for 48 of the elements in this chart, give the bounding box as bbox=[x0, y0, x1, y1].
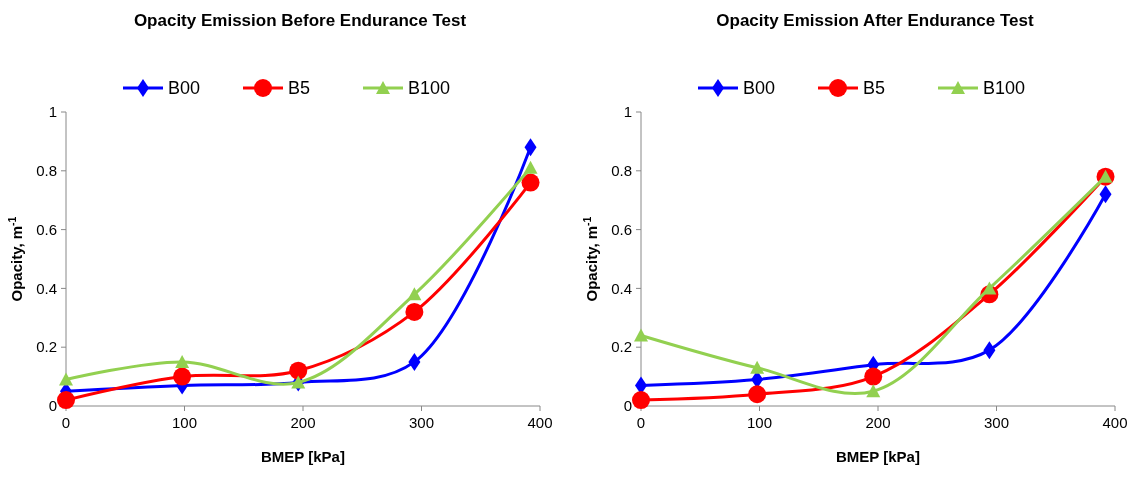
y-tick-label: 1 bbox=[48, 103, 57, 121]
point bbox=[521, 173, 540, 192]
x-tick-label: 0 bbox=[61, 414, 71, 431]
point bbox=[175, 354, 190, 368]
x-tick-label: 0 bbox=[636, 414, 646, 431]
y-tick-label: 0.2 bbox=[611, 338, 632, 356]
point bbox=[407, 287, 422, 301]
x-tick-label: 400 bbox=[1102, 414, 1128, 431]
point bbox=[59, 372, 73, 386]
legend-label: B100 bbox=[408, 78, 451, 99]
point bbox=[57, 391, 75, 410]
point bbox=[748, 385, 767, 404]
x-tick-label: 200 bbox=[865, 414, 891, 431]
x-tick-label: 300 bbox=[983, 414, 1010, 431]
x-tick-label: 400 bbox=[527, 414, 553, 431]
y-tick-label: 0.4 bbox=[36, 279, 57, 297]
point bbox=[866, 384, 881, 398]
legend-label: B5 bbox=[863, 78, 886, 99]
legend-label: B00 bbox=[743, 78, 776, 99]
y-tick-label: 0.2 bbox=[36, 338, 57, 356]
x-tick-label: 300 bbox=[408, 414, 435, 431]
x-tick-label: 100 bbox=[171, 414, 198, 431]
y-tick-label: 0 bbox=[623, 397, 632, 415]
point bbox=[750, 360, 765, 374]
point bbox=[173, 367, 192, 386]
point bbox=[982, 281, 997, 295]
legend-label: B00 bbox=[168, 78, 201, 99]
legend-label: B5 bbox=[288, 78, 311, 99]
x-axis-title: BMEP [kPa] bbox=[261, 448, 345, 465]
x-axis-title: BMEP [kPa] bbox=[836, 448, 920, 465]
y-tick-label: 0 bbox=[48, 397, 57, 415]
legend-label: B100 bbox=[983, 78, 1026, 99]
point bbox=[634, 328, 648, 342]
y-tick-label: 0.4 bbox=[611, 279, 632, 297]
y-tick-label: 0.8 bbox=[611, 162, 632, 180]
y-tick-label: 0.8 bbox=[36, 162, 57, 180]
chart-title: Opacity Emission After Endurance Test bbox=[716, 11, 1035, 30]
point bbox=[523, 160, 538, 174]
point bbox=[289, 361, 308, 380]
point bbox=[864, 367, 883, 386]
x-tick-label: 200 bbox=[290, 414, 316, 431]
x-tick-label: 100 bbox=[746, 414, 773, 431]
chart-title: Opacity Emission Before Endurance Test bbox=[133, 11, 467, 30]
y-tick-label: 0.6 bbox=[36, 220, 57, 238]
point bbox=[632, 391, 650, 410]
y-tick-label: 1 bbox=[623, 103, 632, 121]
y-tick-label: 0.6 bbox=[611, 220, 632, 238]
point bbox=[405, 302, 424, 321]
